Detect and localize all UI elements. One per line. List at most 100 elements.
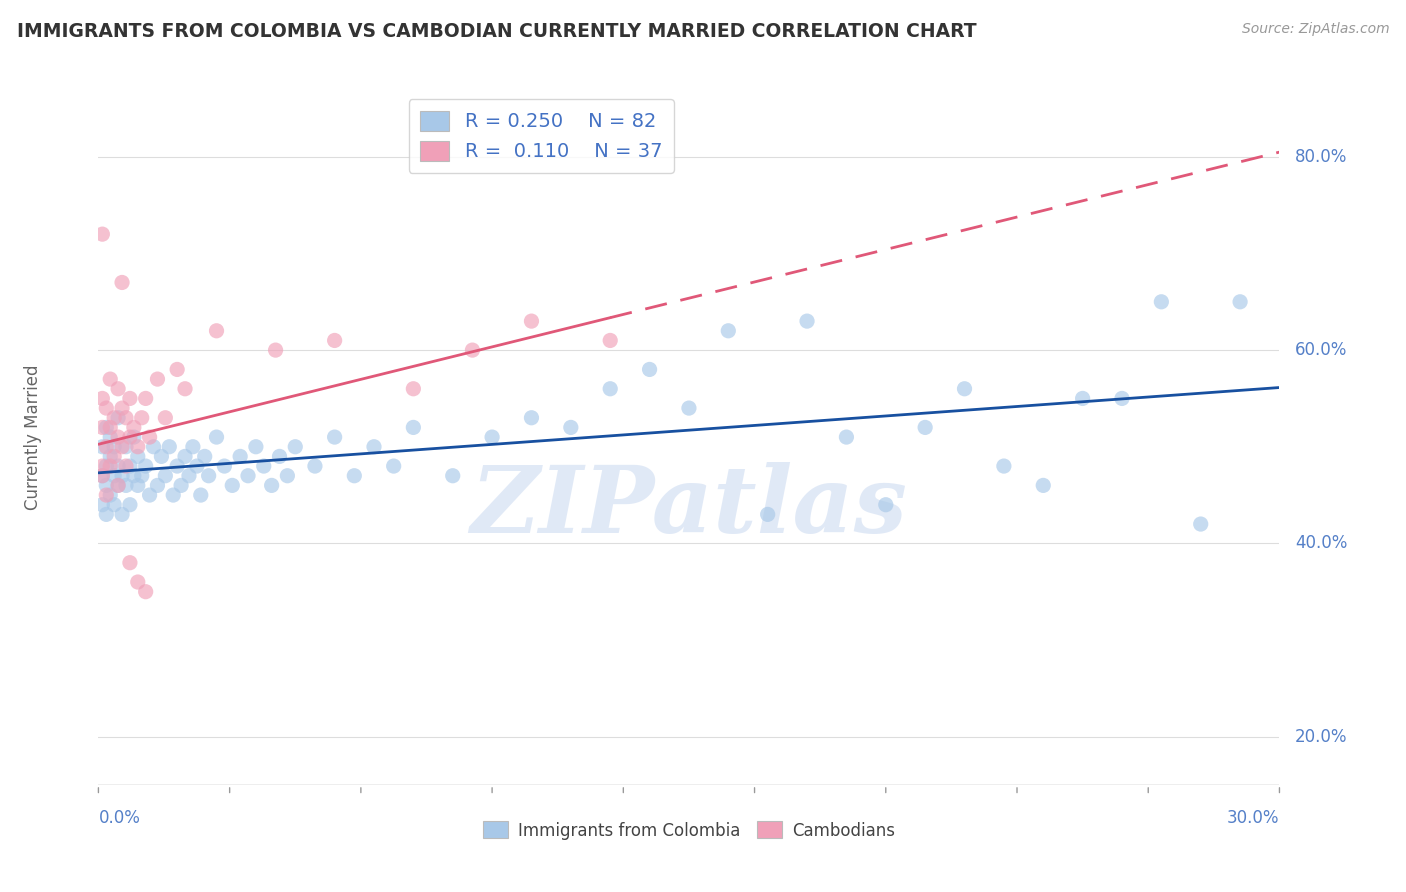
Point bbox=[107, 382, 129, 396]
Point bbox=[166, 458, 188, 473]
Point bbox=[796, 314, 818, 328]
Point bbox=[107, 478, 129, 492]
Point bbox=[98, 450, 121, 464]
Text: 80.0%: 80.0% bbox=[1295, 148, 1347, 166]
Point bbox=[269, 450, 291, 464]
Text: 0.0%: 0.0% bbox=[98, 809, 141, 827]
Point bbox=[103, 410, 125, 425]
Point bbox=[205, 430, 228, 444]
Point bbox=[98, 372, 121, 386]
Point bbox=[107, 478, 129, 492]
Point bbox=[135, 392, 157, 406]
Point bbox=[382, 458, 405, 473]
Point bbox=[96, 420, 118, 434]
Point bbox=[115, 458, 138, 473]
Point bbox=[122, 468, 145, 483]
Point bbox=[96, 458, 118, 473]
Point bbox=[236, 468, 259, 483]
Point bbox=[142, 440, 165, 454]
Point bbox=[98, 430, 121, 444]
Point bbox=[122, 430, 145, 444]
Point bbox=[221, 478, 243, 492]
Point bbox=[304, 458, 326, 473]
Point bbox=[402, 382, 425, 396]
Point bbox=[1032, 478, 1054, 492]
Point bbox=[276, 468, 298, 483]
Point bbox=[118, 458, 141, 473]
Point bbox=[1189, 516, 1212, 531]
Point bbox=[91, 227, 114, 241]
Point bbox=[190, 488, 212, 502]
Point bbox=[91, 420, 114, 434]
Point bbox=[177, 468, 200, 483]
Point bbox=[91, 440, 114, 454]
Point bbox=[135, 584, 157, 599]
Point bbox=[162, 488, 184, 502]
Point bbox=[115, 440, 138, 454]
Text: ZIPatlas: ZIPatlas bbox=[471, 462, 907, 551]
Point bbox=[520, 314, 543, 328]
Text: 40.0%: 40.0% bbox=[1295, 534, 1347, 552]
Text: Source: ZipAtlas.com: Source: ZipAtlas.com bbox=[1241, 22, 1389, 37]
Point bbox=[111, 401, 134, 415]
Point bbox=[194, 450, 217, 464]
Point bbox=[875, 498, 897, 512]
Text: 20.0%: 20.0% bbox=[1295, 728, 1348, 746]
Point bbox=[245, 440, 267, 454]
Point bbox=[264, 343, 287, 357]
Point bbox=[127, 574, 149, 589]
Point bbox=[131, 468, 153, 483]
Point bbox=[835, 430, 858, 444]
Point bbox=[98, 488, 121, 502]
Point bbox=[214, 458, 236, 473]
Point bbox=[197, 468, 219, 483]
Point bbox=[142, 797, 165, 812]
Point bbox=[96, 508, 118, 522]
Point bbox=[186, 458, 208, 473]
Point bbox=[229, 450, 252, 464]
Point bbox=[111, 276, 134, 290]
Point bbox=[103, 440, 125, 454]
Point bbox=[1111, 392, 1133, 406]
Text: IMMIGRANTS FROM COLOMBIA VS CAMBODIAN CURRENTLY MARRIED CORRELATION CHART: IMMIGRANTS FROM COLOMBIA VS CAMBODIAN CU… bbox=[17, 22, 977, 41]
Point bbox=[146, 478, 169, 492]
Point bbox=[174, 382, 197, 396]
Point bbox=[323, 430, 346, 444]
Point bbox=[253, 458, 276, 473]
Point bbox=[260, 478, 283, 492]
Point bbox=[138, 488, 160, 502]
Point bbox=[717, 324, 740, 338]
Point bbox=[135, 458, 157, 473]
Point bbox=[441, 468, 464, 483]
Point bbox=[638, 362, 661, 376]
Point bbox=[107, 458, 129, 473]
Point bbox=[599, 334, 621, 348]
Point bbox=[181, 440, 204, 454]
Point bbox=[678, 401, 700, 415]
Text: Currently Married: Currently Married bbox=[24, 364, 42, 510]
Point bbox=[155, 468, 177, 483]
Point bbox=[111, 440, 134, 454]
Point bbox=[363, 440, 385, 454]
Point bbox=[122, 420, 145, 434]
Point bbox=[402, 420, 425, 434]
Point bbox=[103, 450, 125, 464]
Point bbox=[103, 468, 125, 483]
Point bbox=[1071, 392, 1094, 406]
Point bbox=[127, 440, 149, 454]
Point bbox=[205, 324, 228, 338]
Point bbox=[103, 498, 125, 512]
Point bbox=[96, 401, 118, 415]
Point bbox=[91, 468, 114, 483]
Point bbox=[111, 508, 134, 522]
Point bbox=[118, 498, 141, 512]
Point bbox=[118, 392, 141, 406]
Point bbox=[96, 488, 118, 502]
Point bbox=[107, 430, 129, 444]
Point bbox=[127, 478, 149, 492]
Point bbox=[91, 498, 114, 512]
Point bbox=[98, 458, 121, 473]
Text: 30.0%: 30.0% bbox=[1227, 809, 1279, 827]
Point bbox=[343, 468, 366, 483]
Point bbox=[914, 420, 936, 434]
